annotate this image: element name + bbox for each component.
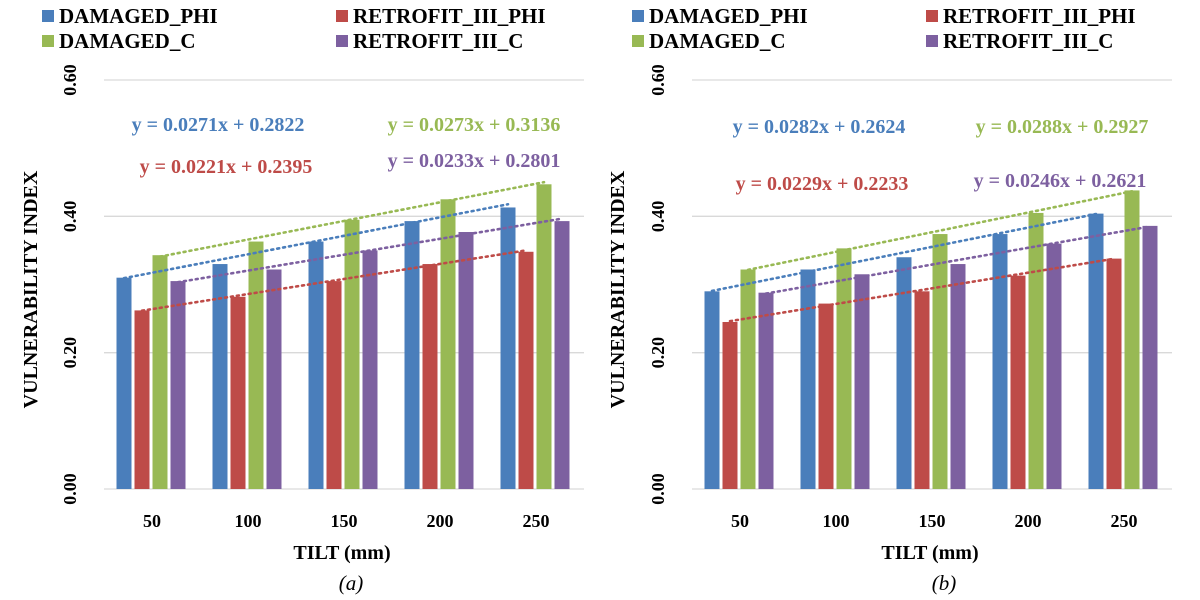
legend-entry: DAMAGED_PHI (649, 4, 808, 28)
bar-retrofit-iii-c (950, 264, 966, 489)
legend-entry: RETROFIT_III_C (943, 29, 1113, 53)
bar-retrofit-iii-phi (518, 251, 534, 489)
bar-damaged-phi (896, 257, 912, 489)
x-tick-label: 50 (731, 511, 749, 531)
bar-retrofit-iii-c (1046, 243, 1062, 489)
bar-retrofit-iii-c (758, 292, 774, 489)
bar-damaged-c (932, 234, 948, 489)
bar-retrofit-iii-phi (230, 296, 246, 489)
y-tick-label: 0.00 (60, 473, 80, 505)
bar-retrofit-iii-phi (1010, 275, 1026, 489)
bar-retrofit-iii-phi (722, 321, 738, 489)
x-tick-label: 100 (823, 511, 850, 531)
legend-swatch (336, 10, 348, 22)
legend-swatch (926, 35, 938, 47)
bar-damaged-phi (404, 221, 420, 490)
bar-retrofit-iii-phi (134, 310, 150, 489)
y-axis-label: VULNERABILITY INDEX (607, 170, 629, 408)
bar-retrofit-iii-phi (326, 281, 342, 489)
chart-panel-b: 0.00 0.20 0.40 0.60 y = 0.0282x + 0.2624 y = … (607, 4, 1172, 595)
bar-damaged-c (1028, 212, 1044, 490)
bar-damaged-phi (212, 264, 228, 489)
panel-caption: (a) (339, 571, 364, 595)
bar-damaged-c (1124, 190, 1140, 489)
trend-equation: y = 0.0221x + 0.2395 (140, 156, 313, 178)
trend-equation: y = 0.0273x + 0.3136 (388, 114, 561, 136)
bar-damaged-c (740, 269, 756, 489)
trendline-damaged-c (746, 190, 1134, 272)
x-tick-label: 250 (523, 511, 550, 531)
y-tick-label: 0.00 (648, 473, 668, 505)
bar-damaged-c (836, 248, 852, 489)
trend-equation: y = 0.0246x + 0.2621 (974, 170, 1147, 192)
bar-retrofit-iii-c (266, 269, 282, 489)
legend-swatch (632, 35, 644, 47)
bar-retrofit-iii-phi (1106, 258, 1122, 489)
x-tick-label: 200 (427, 511, 454, 531)
trend-equation: y = 0.0288x + 0.2927 (976, 116, 1149, 138)
trendline-damaged-phi (122, 202, 510, 280)
y-tick-label: 0.20 (648, 337, 668, 369)
legend-swatch (632, 10, 644, 22)
bar-damaged-phi (992, 234, 1008, 489)
bar-retrofit-iii-phi (914, 291, 930, 489)
bar-damaged-c (344, 219, 360, 489)
legend-entry: DAMAGED_C (649, 29, 786, 53)
y-tick-label: 0.40 (648, 201, 668, 233)
legend-swatch (42, 10, 54, 22)
legend-entry: RETROFIT_III_PHI (353, 4, 546, 28)
y-tick-label: 0.60 (648, 64, 668, 96)
legend-entry: DAMAGED_C (59, 29, 196, 53)
bar-damaged-c (536, 184, 552, 490)
x-tick-label: 150 (331, 511, 358, 531)
trendline-retrofit-iii-c (176, 217, 564, 284)
bar-damaged-c (440, 199, 456, 489)
bar-damaged-c (152, 255, 168, 489)
bar-damaged-c (248, 241, 264, 489)
y-tick-label: 0.20 (60, 337, 80, 369)
y-tick-label: 0.60 (60, 64, 80, 96)
bar-damaged-phi (1088, 213, 1104, 489)
legend-swatch (42, 35, 54, 47)
bar-retrofit-iii-phi (422, 264, 438, 489)
legend-entry: DAMAGED_PHI (59, 4, 218, 28)
bar-damaged-phi (800, 269, 816, 489)
x-tick-label: 250 (1111, 511, 1138, 531)
bar-damaged-phi (308, 241, 324, 489)
bar-damaged-phi (500, 207, 516, 489)
legend-entry: RETROFIT_III_PHI (943, 4, 1136, 28)
trendline-damaged-phi (710, 212, 1098, 293)
trend-equation: y = 0.0282x + 0.2624 (733, 116, 906, 138)
x-tick-label: 100 (235, 511, 262, 531)
bar-retrofit-iii-c (170, 281, 186, 489)
bar-retrofit-iii-c (854, 274, 870, 489)
x-tick-label: 150 (919, 511, 946, 531)
y-tick-label: 0.40 (60, 201, 80, 233)
trendline-retrofit-iii-c (764, 225, 1152, 295)
x-axis-label: TILT (mm) (881, 542, 978, 564)
y-axis-label: VULNERABILITY INDEX (20, 170, 42, 408)
bar-damaged-phi (704, 291, 720, 489)
x-tick-label: 200 (1015, 511, 1042, 531)
trend-equation: y = 0.0271x + 0.2822 (132, 114, 305, 136)
trend-equation: y = 0.0229x + 0.2233 (736, 173, 909, 195)
bar-retrofit-iii-c (362, 250, 378, 489)
trendline-damaged-c (158, 180, 546, 258)
panel-caption: (b) (932, 571, 957, 595)
bar-retrofit-iii-c (458, 232, 474, 490)
x-axis-label: TILT (mm) (293, 542, 390, 564)
trendline-retrofit-iii-phi (140, 249, 528, 312)
bar-damaged-phi (116, 277, 132, 489)
chart-panel-a: 0.00 0.20 0.40 0.60 y = 0.0271x + 0.2822 y = … (20, 4, 584, 595)
legend-swatch (926, 10, 938, 22)
legend-swatch (336, 35, 348, 47)
x-tick-label: 50 (143, 511, 161, 531)
bar-retrofit-iii-c (554, 221, 570, 490)
bar-retrofit-iii-c (1142, 225, 1158, 490)
trend-equation: y = 0.0233x + 0.2801 (388, 150, 561, 172)
bar-retrofit-iii-phi (818, 303, 834, 489)
legend-entry: RETROFIT_III_C (353, 29, 523, 53)
trendline-retrofit-iii-phi (728, 257, 1116, 323)
